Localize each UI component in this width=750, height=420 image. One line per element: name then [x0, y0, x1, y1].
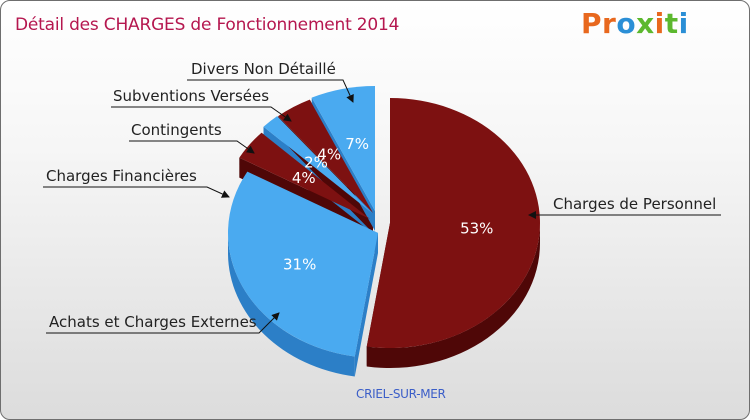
logo-letter: t: [664, 7, 679, 40]
logo-letter: i: [678, 7, 689, 40]
slice-percent-label: 7%: [345, 135, 369, 153]
logo-letter: r: [602, 7, 617, 40]
pie-slice-subventions-vers-es: [278, 99, 373, 213]
slice-percent-label: 4%: [317, 146, 341, 164]
logo-letter: i: [654, 7, 665, 40]
pie-slice-contingents: [263, 116, 372, 213]
slice-category-label: Divers Non Détaillé: [191, 60, 336, 78]
slice-percent-label: 53%: [460, 220, 493, 238]
pie-slice-side: [366, 223, 541, 369]
city-label: CRIEL-SUR-MER: [356, 387, 446, 401]
leader-line: [111, 106, 292, 122]
slice-category-label: Achats et Charges Externes: [49, 313, 257, 331]
pie-slice-side: [228, 233, 355, 377]
slice-percent-label: 31%: [283, 256, 316, 274]
slice-category-label: Charges de Personnel: [553, 195, 716, 213]
leader-line: [129, 140, 255, 154]
slice-category-label: Contingents: [131, 121, 222, 139]
slice-percent-label: 4%: [292, 169, 316, 187]
leader-line: [43, 186, 230, 198]
leader-line: [187, 79, 354, 103]
logo-letter: o: [616, 7, 637, 40]
slice-percent-label: 2%: [304, 154, 328, 172]
leader-line: [46, 312, 280, 334]
slice-category-label: Charges Financières: [46, 167, 197, 185]
pie-slice-charges-de-personnel: [366, 98, 540, 348]
slice-category-label: Subventions Versées: [113, 87, 269, 105]
logo-letter: x: [636, 7, 655, 40]
chart-title: Détail des CHARGES de Fonctionnement 201…: [15, 15, 400, 35]
pie-slice-charges-financi-res: [239, 132, 370, 219]
pie-slice-divers-non-d-taill-: [311, 86, 375, 211]
proxiti-logo: Proxiti: [581, 7, 689, 40]
pie-slice-wall: [354, 233, 378, 377]
pie-slice-achats-et-charges-externes: [228, 171, 378, 357]
logo-letter: P: [581, 7, 603, 40]
